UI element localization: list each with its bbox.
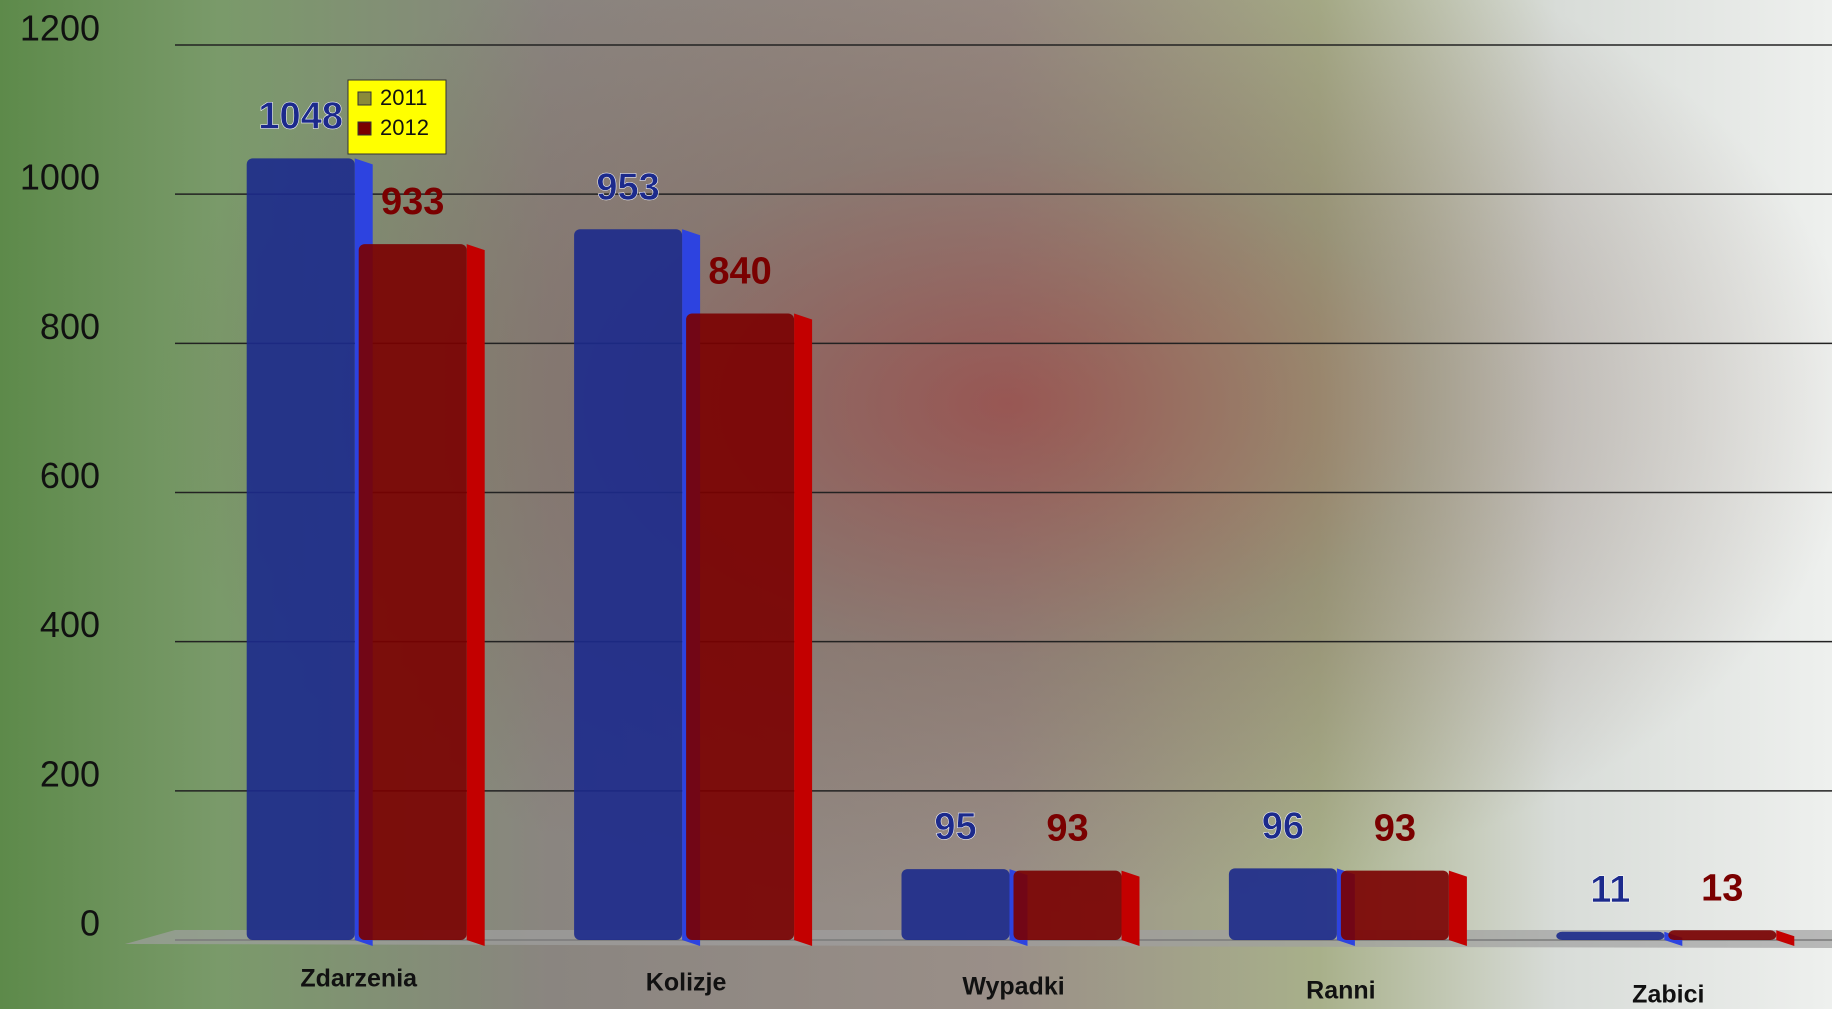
bar (901, 869, 1010, 940)
bar (246, 158, 355, 940)
data-label: 933 (381, 181, 444, 223)
data-label: 96 (1262, 805, 1304, 847)
x-tick-label: Zdarzenia (300, 965, 418, 993)
data-label: 13 (1701, 867, 1743, 909)
y-tick-label: 800 (40, 306, 100, 347)
bar-side (1121, 870, 1140, 946)
y-tick-label: 1000 (20, 157, 100, 198)
bar-side (1776, 930, 1795, 946)
x-tick-label: Zabici (1632, 981, 1704, 1009)
legend-swatch (357, 91, 372, 106)
bar (1668, 930, 1777, 940)
y-tick-label: 1200 (20, 8, 100, 49)
legend-label: 2011 (380, 85, 427, 110)
y-tick-label: 400 (40, 604, 100, 645)
x-tick-label: Wypadki (962, 973, 1064, 1001)
bar (1013, 870, 1122, 940)
bar (358, 244, 467, 940)
bar (1556, 931, 1665, 940)
bar (686, 313, 795, 940)
data-label: 1048 (258, 95, 343, 137)
y-tick-label: 200 (40, 753, 100, 794)
bar-side (794, 313, 813, 946)
data-label: 11 (1590, 869, 1630, 911)
bar (1228, 868, 1337, 940)
data-label: 953 (596, 166, 659, 208)
bar-side (1448, 870, 1467, 946)
data-label: 93 (1374, 808, 1416, 850)
legend-label: 2012 (380, 115, 429, 140)
bar (1340, 870, 1449, 940)
x-tick-label: Ranni (1306, 977, 1375, 1005)
x-tick-label: Kolizje (646, 969, 727, 997)
y-tick-label: 600 (40, 455, 100, 496)
bar (574, 229, 683, 941)
legend-swatch (357, 121, 372, 136)
bar-side (466, 244, 485, 946)
y-tick-label: 0 (80, 903, 100, 944)
data-label: 93 (1046, 808, 1088, 850)
data-label: 95 (934, 806, 976, 848)
data-label: 840 (708, 251, 771, 293)
